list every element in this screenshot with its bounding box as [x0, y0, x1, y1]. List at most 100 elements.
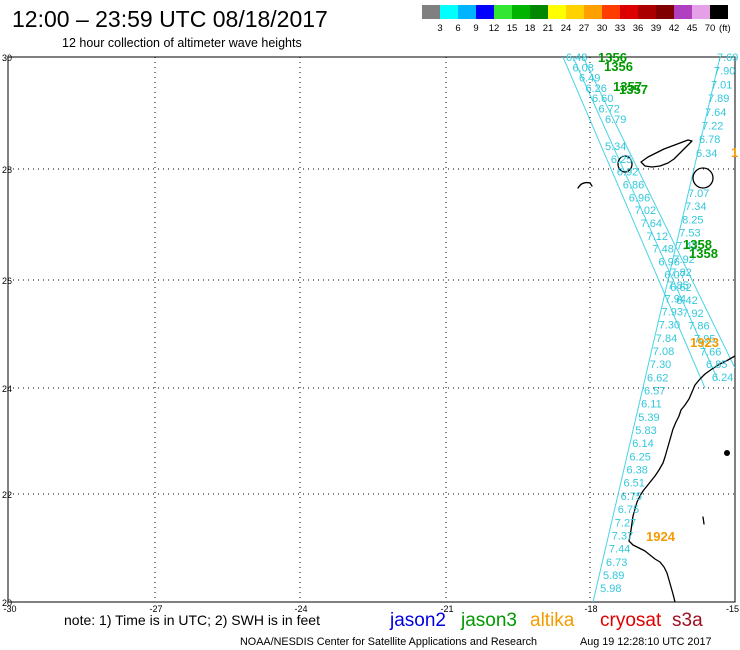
colorbar-swatch: [440, 5, 458, 19]
coastline-group: [577, 139, 735, 602]
map-content: [562, 57, 735, 602]
map-frame: [7, 56, 736, 603]
colorbar-tick-label: 39: [651, 23, 662, 34]
wave-height-label: 7.66: [700, 346, 721, 358]
pass-number-label: 1923: [690, 335, 719, 350]
latitude-label: 24: [2, 384, 12, 394]
wave-height-label: 6.92: [617, 167, 638, 179]
legend-note: note: 1) Time is in UTC; 2) SWH is in fe…: [64, 612, 320, 628]
wave-height-label: 7.92: [673, 254, 694, 266]
wave-height-label: 7.94: [665, 293, 686, 305]
wave-height-label: 7.30: [650, 359, 671, 371]
wave-height-label: 6.34: [696, 148, 717, 160]
latitude-label: 20: [2, 598, 12, 608]
wave-height-label: 7.27: [615, 517, 636, 529]
wave-height-label: 6.07: [664, 269, 685, 281]
colorbar-swatch: [476, 5, 494, 19]
wave-height-label: 7.85: [668, 280, 689, 292]
wave-height-label: 6.49: [579, 73, 600, 85]
colorbar: 3 6 9 12 15 18 21 24 27 30 33 36 39 42 45 70 (ft): [422, 5, 731, 34]
wave-height-label: 7.93: [662, 307, 683, 319]
axis-labels: 30 28 26 24 22 20-30 -27 -24 -21 -18 -15: [2, 53, 739, 614]
colorbar-swatch: [530, 5, 548, 19]
wave-height-label: 7.84: [656, 333, 677, 345]
colorbar-swatch: [458, 5, 476, 19]
page-title: 12:00 – 23:59 UTC 08/18/2017: [12, 6, 328, 32]
colorbar-tick-label: 70: [705, 23, 716, 34]
wave-height-label: 7.86: [688, 321, 709, 333]
graticule: [8, 57, 735, 602]
colorbar-swatch: [494, 5, 512, 19]
colorbar-tick-label: 45: [687, 23, 698, 34]
longitude-label: -21: [440, 604, 453, 614]
legend: note: 1) Time is in UTC; 2) SWH is in fe…: [64, 610, 703, 631]
latitude-label: 26: [2, 276, 12, 286]
satellite-track-line: [572, 57, 719, 381]
wave-height-label: 6.11: [641, 399, 662, 411]
colorbar-tick-label: 42: [669, 23, 680, 34]
wave-height-label: 6.08: [573, 62, 594, 74]
wave-height-label: 6.42: [676, 295, 697, 307]
legend-satellite-jason2: jason2: [389, 610, 446, 631]
island-small: [577, 181, 593, 189]
wave-height-label: 7.89: [708, 93, 729, 105]
longitude-label: -30: [3, 604, 16, 614]
pass-number-label: 1: [731, 145, 738, 160]
wave-height-label: 7.44: [609, 544, 630, 556]
wave-height-label: 7.64: [705, 107, 726, 119]
colorbar-swatch: [692, 5, 710, 19]
satellite-track-line: [582, 57, 735, 369]
wave-height-label: 6.73: [606, 557, 627, 569]
island-tenerife: [640, 139, 693, 168]
wave-height-label: 6.57: [644, 386, 665, 398]
longitude-label: -15: [726, 604, 739, 614]
satellite-track-line: [592, 57, 721, 602]
longitude-label: -24: [294, 604, 307, 614]
wave-height-label: 7.48: [653, 244, 674, 256]
colorbar-tick-label: 18: [525, 23, 536, 34]
legend-satellite-cryosat: cryosat: [600, 610, 662, 631]
wave-height-label: 7.95: [694, 333, 715, 345]
wave-height-label: 6.51: [624, 478, 645, 490]
wave-height-label: 6.72: [599, 104, 620, 116]
colorbar-unit-label: (ft): [719, 23, 731, 34]
colorbar-tick-label: 33: [615, 23, 626, 34]
island-small: [724, 450, 730, 456]
colorbar-tick-label: 36: [633, 23, 644, 34]
wave-height-label: 5.39: [638, 412, 659, 424]
wave-height-labels: 6.486.086.496.266.606.726.795.346.256.92…: [566, 52, 738, 595]
colorbar-swatch: [620, 5, 638, 19]
wave-height-label: 6.62: [670, 282, 691, 294]
colorbar-tick-label: 3: [437, 23, 442, 34]
pass-number-label: 1356: [604, 59, 633, 74]
pass-number-label: 1357: [613, 79, 642, 94]
wave-height-label: 6.96: [659, 257, 680, 269]
colorbar-tick-label: 24: [561, 23, 572, 34]
colorbar-swatch: [710, 5, 728, 19]
wave-height-label: 7.53: [679, 228, 700, 240]
colorbar-swatch: [602, 5, 620, 19]
wave-height-label: 7.08: [653, 346, 674, 358]
page-subtitle: 12 hour collection of altimeter wave hei…: [62, 36, 302, 50]
wave-height-label: 7.12: [647, 231, 668, 243]
wave-height-label: 6.96: [629, 192, 650, 204]
colorbar-tick-label: 21: [543, 23, 554, 34]
wave-height-label: 6.78: [699, 134, 720, 146]
wave-height-label: 6.79: [605, 114, 626, 126]
wave-height-label: 7.30: [659, 320, 680, 332]
latitude-label: 22: [2, 490, 12, 500]
wave-height-label: 7.92: [682, 308, 703, 320]
wave-height-label: 6.86: [623, 180, 644, 192]
wave-height-label: 6.60: [592, 93, 613, 105]
colorbar-swatch: [566, 5, 584, 19]
colorbar-tick-label: 27: [579, 23, 590, 34]
legend-satellite-altika: altika: [530, 610, 575, 631]
wave-height-label: 7.02: [635, 205, 656, 217]
wave-height-label: 8.25: [682, 214, 703, 226]
colorbar-tick-label: 12: [489, 23, 500, 34]
pass-number-label: 1356: [598, 50, 627, 65]
colorbar-swatch: [512, 5, 530, 19]
longitude-label: -27: [149, 604, 162, 614]
colorbar-swatch: [584, 5, 602, 19]
wave-height-label: 6.48: [566, 52, 587, 64]
